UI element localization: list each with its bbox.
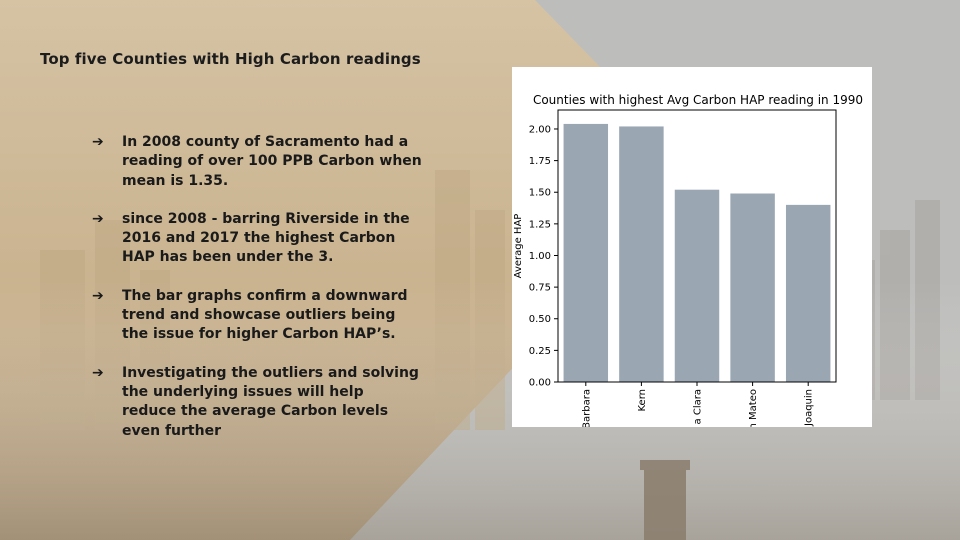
bullet-text: In 2008 county of Sacramento had a readi… [122,134,422,189]
x-tick-label: a Clara [693,389,704,424]
y-tick-label: 1.25 [529,219,551,230]
y-tick-label: 2.00 [529,124,551,135]
arrow-right-icon: ➔ [92,210,104,227]
bar-1 [563,123,609,383]
y-tick-label: 0.25 [529,346,551,357]
bar-3 [674,189,720,382]
slide-title: Top five Counties with High Carbon readi… [40,50,421,68]
bullet-item: ➔ since 2008 - barring Riverside in the 2… [92,210,422,268]
x-tick-label: n Mateo [748,389,759,427]
chart-card: Counties with highest Avg Carbon HAP rea… [512,67,872,427]
bullet-item: ➔ In 2008 county of Sacramento had a read… [92,133,422,191]
bullet-list: ➔ In 2008 county of Sacramento had a read… [92,133,422,460]
chart-title: Counties with highest Avg Carbon HAP rea… [533,93,863,107]
y-tick-label: 0.75 [529,283,551,294]
y-tick-label: 0.00 [529,378,551,389]
bullet-text: The bar graphs confirm a downward trend … [122,287,408,343]
arrow-right-icon: ➔ [92,364,104,381]
bar-5 [785,204,831,382]
bullet-item: ➔ Investigating the outliers and solving … [92,364,422,441]
y-axis-label: Average HAP [513,214,524,279]
bullet-text: Investigating the outliers and solving t… [122,364,419,439]
y-tick-label: 1.50 [529,188,551,199]
axes-layer: 0.00 0.25 0.50 0.75 1.00 1.25 1.50 1.75 2.00 Barb… [529,109,837,427]
x-tick-label: Joaquin [804,389,815,427]
y-tick-label: 0.50 [529,314,551,325]
bullet-item: ➔ The bar graphs confirm a downward trend… [92,287,422,345]
y-tick-label: 1.00 [529,251,551,262]
bars-layer [563,123,831,383]
x-tick-label: Barbara [581,389,592,427]
bar-chart: Counties with highest Avg Carbon HAP rea… [513,93,863,427]
y-tick-label: 1.75 [529,156,551,167]
x-tick-label: Kern [637,389,648,412]
bar-4 [730,193,775,382]
bullet-text: since 2008 - barring Riverside in the 20… [122,210,410,266]
smokestack [640,460,690,540]
arrow-right-icon: ➔ [92,134,104,150]
bar-2 [619,126,664,382]
arrow-right-icon: ➔ [92,287,104,304]
